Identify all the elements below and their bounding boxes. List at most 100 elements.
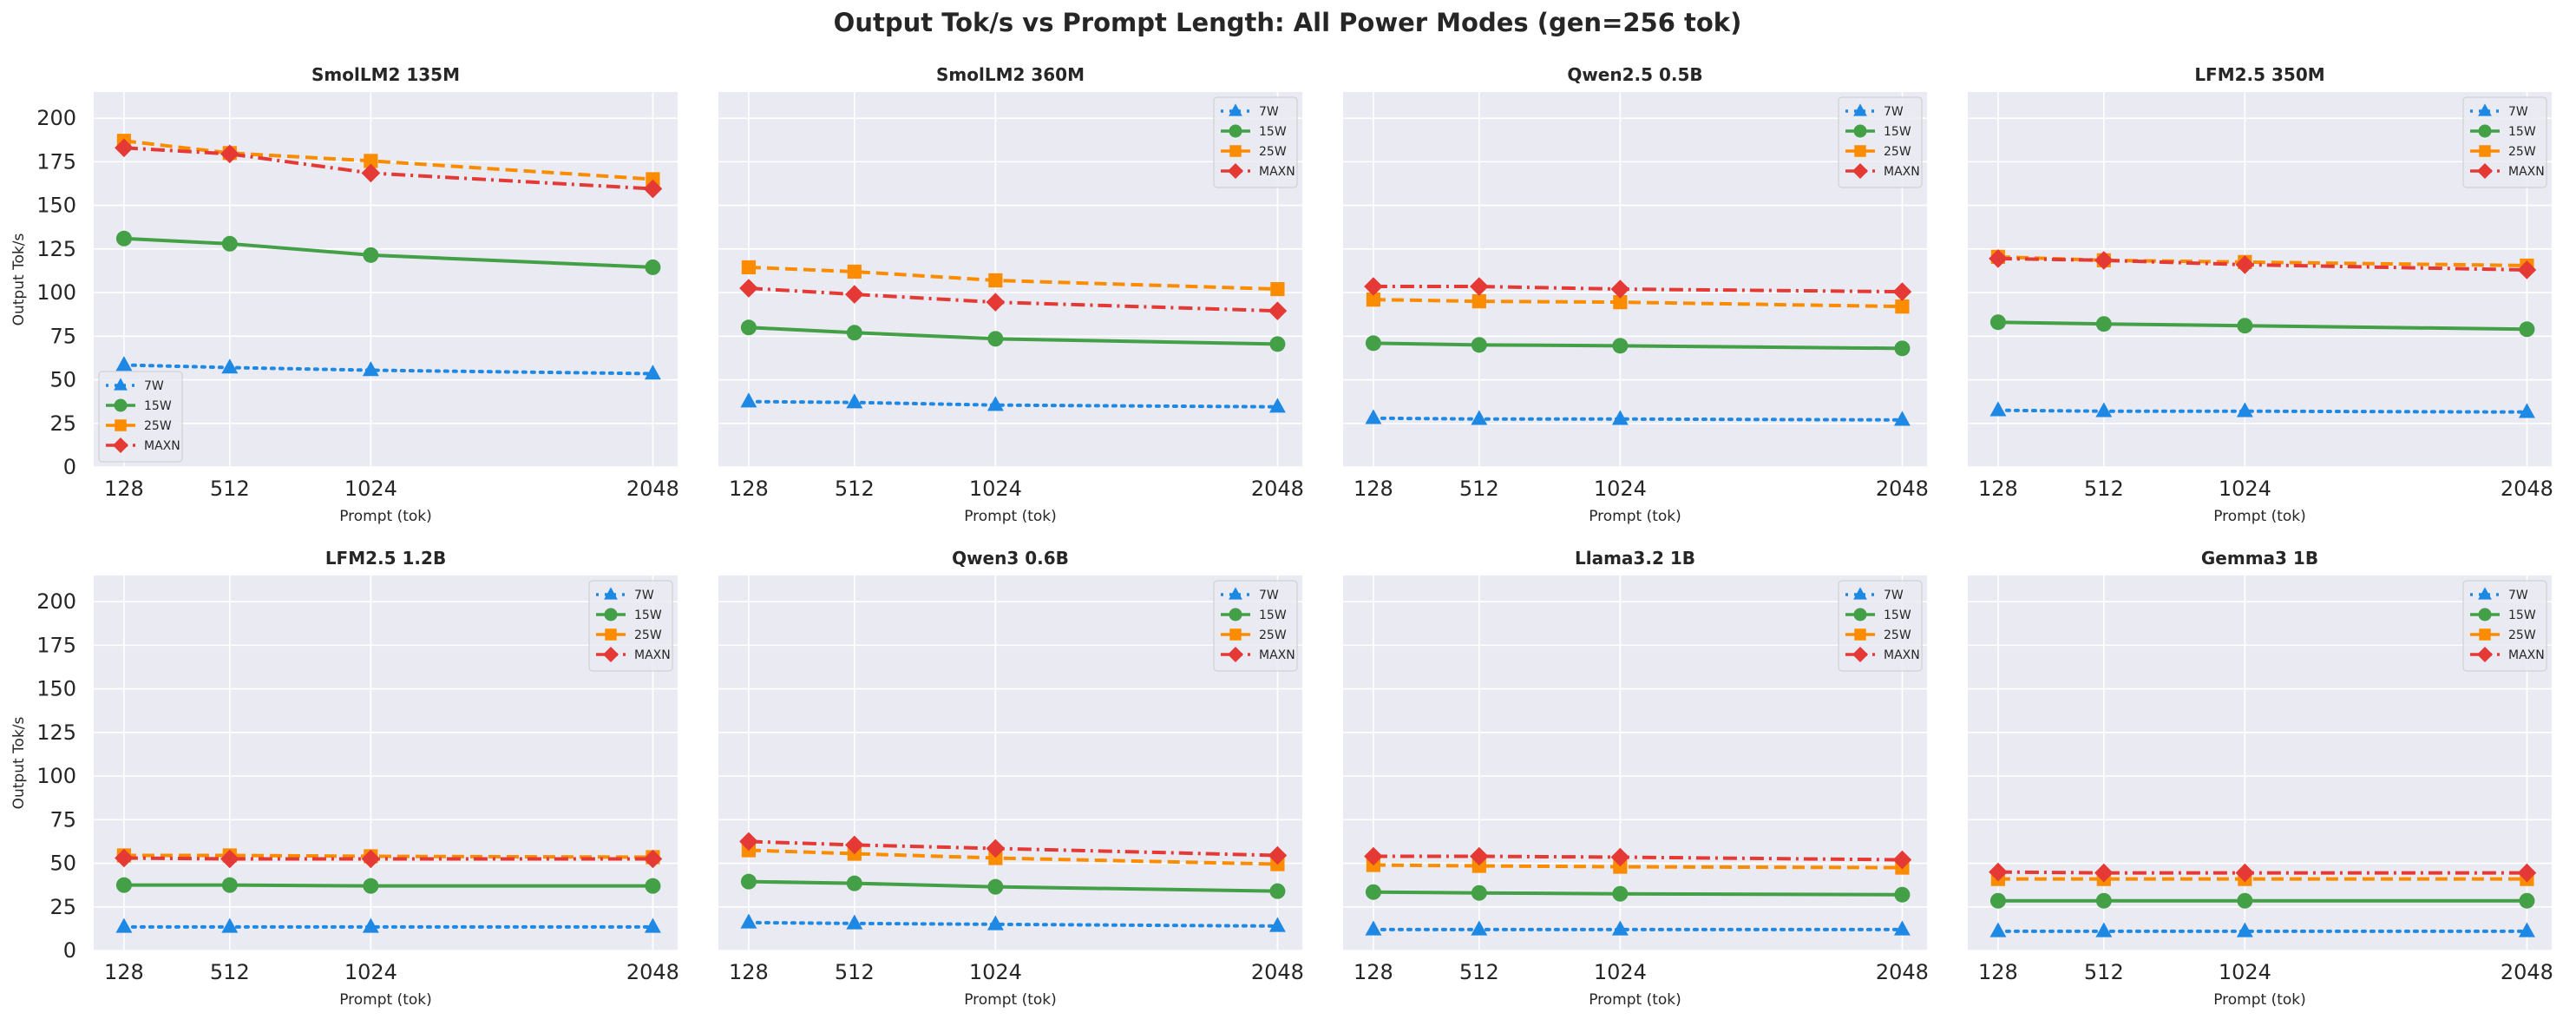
data-point-7w xyxy=(1611,410,1629,425)
x-tick-label: 512 xyxy=(2084,960,2124,984)
data-point-maxn xyxy=(643,179,663,199)
legend: 7W 15W 25W MAXN xyxy=(2462,580,2547,672)
legend: 7W 15W 25W MAXN xyxy=(98,371,183,463)
subplot-gemma3-1b: 128 512 1024 2048 Prompt (tok) Gemma3 1B 7W 15W… xyxy=(1968,548,2553,1009)
series-line-7w xyxy=(1371,416,1904,422)
series-line-25w xyxy=(748,848,1278,866)
data-point-7w xyxy=(1365,920,1382,936)
x-tick-label: 2048 xyxy=(1876,477,1929,501)
x-tick-label: 1024 xyxy=(1594,477,1647,501)
legend-label-maxn: MAXN xyxy=(2508,165,2545,179)
subplot-lfm2-5-350m: 128 512 1024 2048 Prompt (tok) LFM2.5 350M 7W 1… xyxy=(1968,64,2553,525)
data-point-7w xyxy=(644,365,661,380)
series-line-25w xyxy=(1997,254,2527,267)
legend-label-15w: 15W xyxy=(2508,125,2536,139)
y-tick-label: 200 xyxy=(36,106,76,130)
data-point-maxn xyxy=(220,849,239,869)
legend-marker-25w xyxy=(1229,628,1242,641)
data-point-15w xyxy=(740,319,757,336)
subplot-lfm2-5-1-2b: 128 512 1024 2048 Prompt (tok) 0 25 50 75 100 125 1… xyxy=(10,548,679,1009)
data-point-7w xyxy=(115,917,133,933)
x-axis-label: Prompt (tok) xyxy=(339,991,432,1009)
legend-label-15w: 15W xyxy=(144,399,172,413)
subplot-qwen3-0-6b: 128 512 1024 2048 Prompt (tok) Qwen3 0.6B 7W 15… xyxy=(718,548,1304,1009)
data-point-15w xyxy=(2095,892,2112,909)
legend-label-7w: 7W xyxy=(2508,589,2528,602)
data-point-maxn xyxy=(1892,282,1912,301)
series-line-15w xyxy=(123,883,653,888)
series-line-maxn xyxy=(1373,854,1903,862)
subplot-title: LFM2.5 350M xyxy=(2194,64,2324,85)
y-tick-label: 125 xyxy=(36,237,76,261)
series-line-maxn xyxy=(1997,870,2527,875)
y-tick-label: 25 xyxy=(49,895,76,919)
x-tick-label: 512 xyxy=(835,477,875,501)
y-tick-label: 25 xyxy=(49,411,76,436)
x-tick-label: 1024 xyxy=(1594,960,1647,984)
data-point-7w xyxy=(362,361,379,377)
data-point-15w xyxy=(1365,884,1381,900)
legend-label-15w: 15W xyxy=(2508,608,2536,622)
legend-marker-25w xyxy=(605,628,617,641)
data-point-15w xyxy=(1989,892,2006,909)
series-line-15w xyxy=(123,236,653,269)
x-axis-label: Prompt (tok) xyxy=(964,508,1057,525)
data-point-25w xyxy=(1895,299,1910,314)
subplot-title: LFM2.5 1.2B xyxy=(325,548,446,569)
subplot-qwen2-5-0-5b: 128 512 1024 2048 Prompt (tok) Qwen2.5 0.5B 7W… xyxy=(1343,64,1929,525)
data-point-15w xyxy=(2237,892,2253,909)
legend-marker-7w xyxy=(1853,103,1867,116)
y-axis-label: Output Tok/s xyxy=(10,716,28,809)
x-tick-label: 512 xyxy=(210,477,250,501)
x-tick-label: 128 xyxy=(104,477,144,501)
x-axis-label: Prompt (tok) xyxy=(2213,991,2306,1009)
x-tick-label: 1024 xyxy=(969,960,1022,984)
y-tick-label: 175 xyxy=(36,149,76,174)
data-point-maxn xyxy=(845,285,864,304)
subplot-title: SmolLM2 360M xyxy=(936,64,1085,85)
data-point-maxn xyxy=(1268,845,1288,865)
data-point-maxn xyxy=(739,279,758,298)
legend-label-7w: 7W xyxy=(1259,589,1279,602)
series-line-maxn xyxy=(748,839,1278,858)
data-point-maxn xyxy=(220,144,239,164)
series-line-7w xyxy=(746,920,1280,928)
x-tick-label: 512 xyxy=(1459,960,1499,984)
data-point-15w xyxy=(221,235,238,252)
data-point-15w xyxy=(2237,318,2253,334)
y-tick-label: 0 xyxy=(63,938,76,963)
series-line-25w xyxy=(123,139,653,181)
x-axis-label: Prompt (tok) xyxy=(1589,991,1681,1009)
y-tick-label: 200 xyxy=(36,589,76,614)
legend-label-maxn: MAXN xyxy=(1884,165,1920,179)
legend-marker-25w xyxy=(115,419,127,431)
data-point-7w xyxy=(846,914,863,930)
data-point-maxn xyxy=(2094,251,2114,270)
data-point-7w xyxy=(2095,922,2113,937)
legend-marker-15w xyxy=(604,608,618,622)
legend-marker-maxn xyxy=(113,437,128,453)
data-point-maxn xyxy=(2517,260,2537,280)
data-point-25w xyxy=(646,172,660,187)
legend-label-15w: 15W xyxy=(634,608,662,622)
legend-marker-15w xyxy=(2478,608,2492,622)
data-point-maxn xyxy=(361,849,381,869)
x-tick-label: 1024 xyxy=(969,477,1022,501)
y-tick-label: 0 xyxy=(63,455,76,479)
legend-marker-7w xyxy=(604,587,618,600)
y-tick-label: 75 xyxy=(49,807,76,832)
legend-label-7w: 7W xyxy=(634,589,654,602)
data-point-25w xyxy=(1270,281,1285,297)
data-point-maxn xyxy=(1470,277,1489,296)
series-line-25w xyxy=(1373,863,1903,870)
legend: 7W 15W 25W MAXN xyxy=(1213,580,1298,672)
data-point-maxn xyxy=(1470,846,1489,866)
data-point-15w xyxy=(221,877,238,893)
data-point-maxn xyxy=(986,293,1006,312)
x-tick-label: 2048 xyxy=(2501,960,2553,984)
data-point-7w xyxy=(740,392,757,408)
y-tick-label: 100 xyxy=(36,280,76,305)
data-point-7w xyxy=(1471,410,1488,425)
data-point-7w xyxy=(986,396,1004,411)
data-point-15w xyxy=(846,325,862,341)
